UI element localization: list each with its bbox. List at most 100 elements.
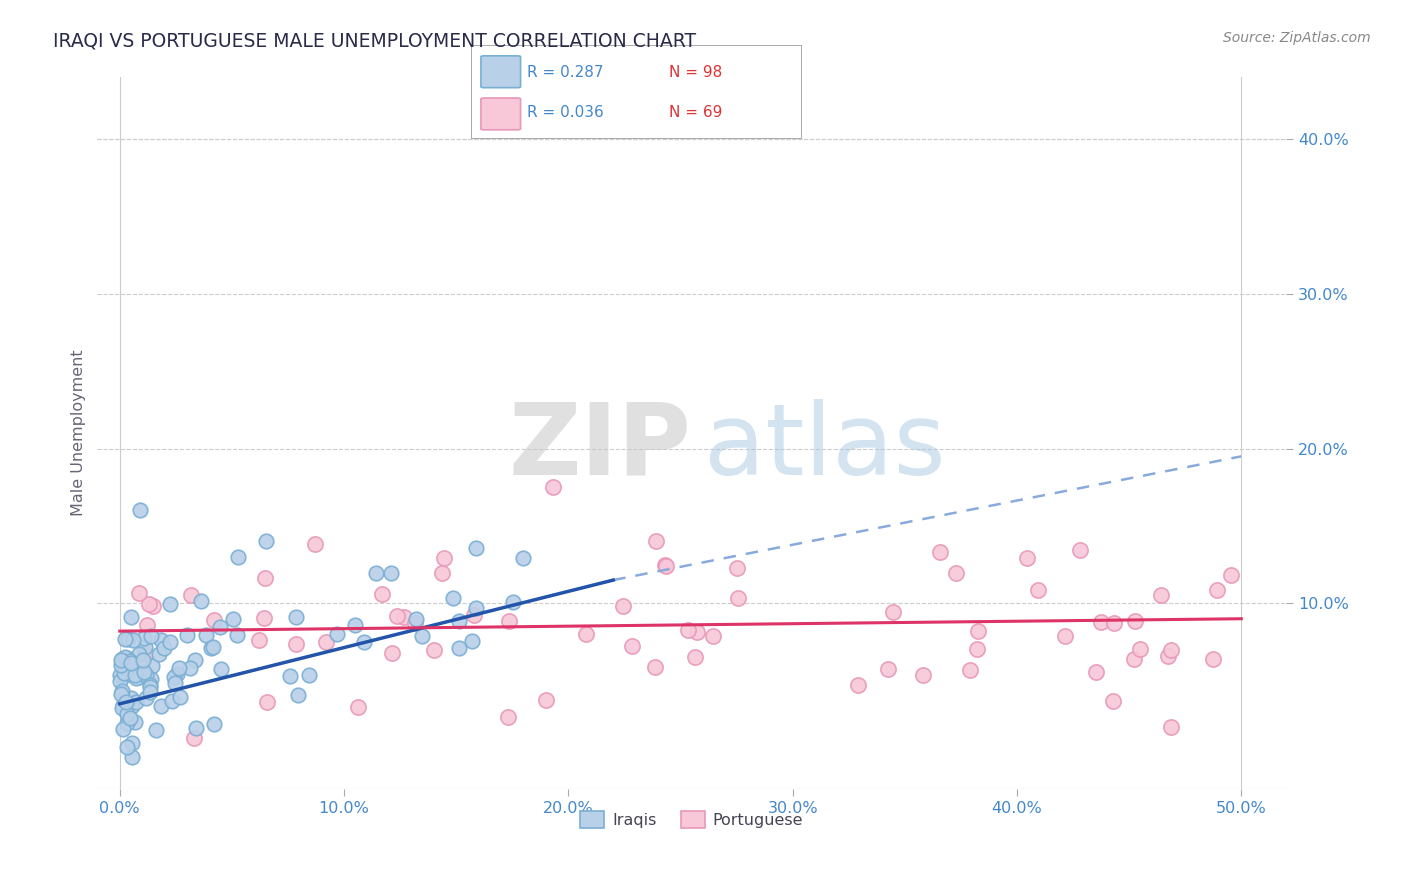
Point (876, 662, 898, 676)
Point (148, 647, 170, 661)
Point (159, 597, 181, 611)
Text: Source: ZipAtlas.com: Source: ZipAtlas.com (1223, 31, 1371, 45)
Point (141, 659, 163, 673)
Point (108, 674, 131, 689)
Point (226, 550, 249, 565)
Point (381, 647, 404, 661)
Point (727, 591, 749, 606)
Point (929, 545, 952, 559)
Point (725, 561, 748, 575)
Point (122, 632, 145, 647)
Point (380, 566, 402, 580)
Point (201, 640, 224, 654)
Point (202, 716, 225, 731)
Point (135, 690, 157, 705)
Point (120, 610, 142, 624)
Point (1150, 588, 1173, 602)
Text: R = 0.287: R = 0.287 (527, 65, 603, 80)
Point (385, 608, 408, 623)
Point (654, 558, 676, 572)
Point (110, 657, 132, 672)
Point (498, 615, 520, 629)
Point (111, 722, 134, 736)
Point (110, 687, 132, 701)
Point (117, 716, 139, 731)
Point (115, 739, 138, 754)
Point (136, 618, 159, 632)
Point (222, 612, 245, 626)
Point (1201, 652, 1223, 666)
Point (114, 653, 136, 667)
Point (848, 678, 870, 692)
Point (945, 566, 967, 581)
Point (163, 669, 186, 683)
Point (145, 723, 167, 737)
Point (285, 637, 308, 651)
Point (249, 633, 271, 648)
Text: ZIP: ZIP (509, 399, 692, 496)
Point (1017, 551, 1039, 566)
Point (676, 623, 699, 637)
Point (278, 669, 301, 683)
Point (121, 699, 143, 714)
Point (176, 627, 198, 641)
Point (433, 551, 456, 566)
Point (423, 643, 446, 657)
Point (1125, 614, 1147, 628)
Point (183, 731, 205, 745)
Point (512, 551, 534, 566)
Point (138, 597, 160, 611)
Text: N = 69: N = 69 (669, 104, 723, 120)
Point (1160, 642, 1182, 657)
Point (139, 629, 162, 643)
Point (115, 695, 138, 709)
Point (115, 656, 138, 670)
Point (132, 653, 155, 667)
Point (111, 652, 134, 666)
Point (1123, 652, 1146, 666)
Point (411, 630, 433, 644)
Point (167, 661, 190, 675)
Point (115, 706, 138, 721)
Point (1220, 568, 1243, 582)
Point (134, 632, 156, 646)
Point (1128, 641, 1150, 656)
Point (134, 640, 156, 654)
Point (353, 635, 375, 649)
Text: N = 98: N = 98 (669, 65, 723, 80)
Point (209, 662, 232, 676)
Point (1205, 582, 1227, 597)
Point (461, 634, 484, 648)
Point (911, 668, 934, 682)
Point (430, 566, 453, 580)
Point (124, 714, 146, 729)
Point (128, 648, 150, 662)
Point (254, 571, 277, 585)
Text: R = 0.036: R = 0.036 (527, 104, 605, 120)
Point (202, 614, 225, 628)
Y-axis label: Male Unemployment: Male Unemployment (72, 350, 86, 516)
Point (169, 690, 191, 705)
Point (139, 678, 162, 692)
Point (447, 615, 470, 629)
Point (1090, 615, 1112, 629)
Point (686, 625, 709, 640)
Point (150, 698, 173, 713)
Text: atlas: atlas (703, 399, 945, 496)
Point (967, 624, 990, 638)
Point (135, 667, 157, 681)
Point (284, 610, 307, 624)
Point (125, 671, 148, 685)
Point (114, 668, 136, 682)
Point (441, 591, 464, 606)
Point (153, 641, 176, 656)
Point (180, 588, 202, 602)
Point (304, 537, 326, 551)
Point (1160, 720, 1182, 734)
Point (159, 635, 181, 649)
Point (683, 649, 706, 664)
Point (183, 653, 205, 667)
Point (404, 615, 426, 630)
Point (208, 620, 231, 634)
Point (200, 640, 222, 655)
